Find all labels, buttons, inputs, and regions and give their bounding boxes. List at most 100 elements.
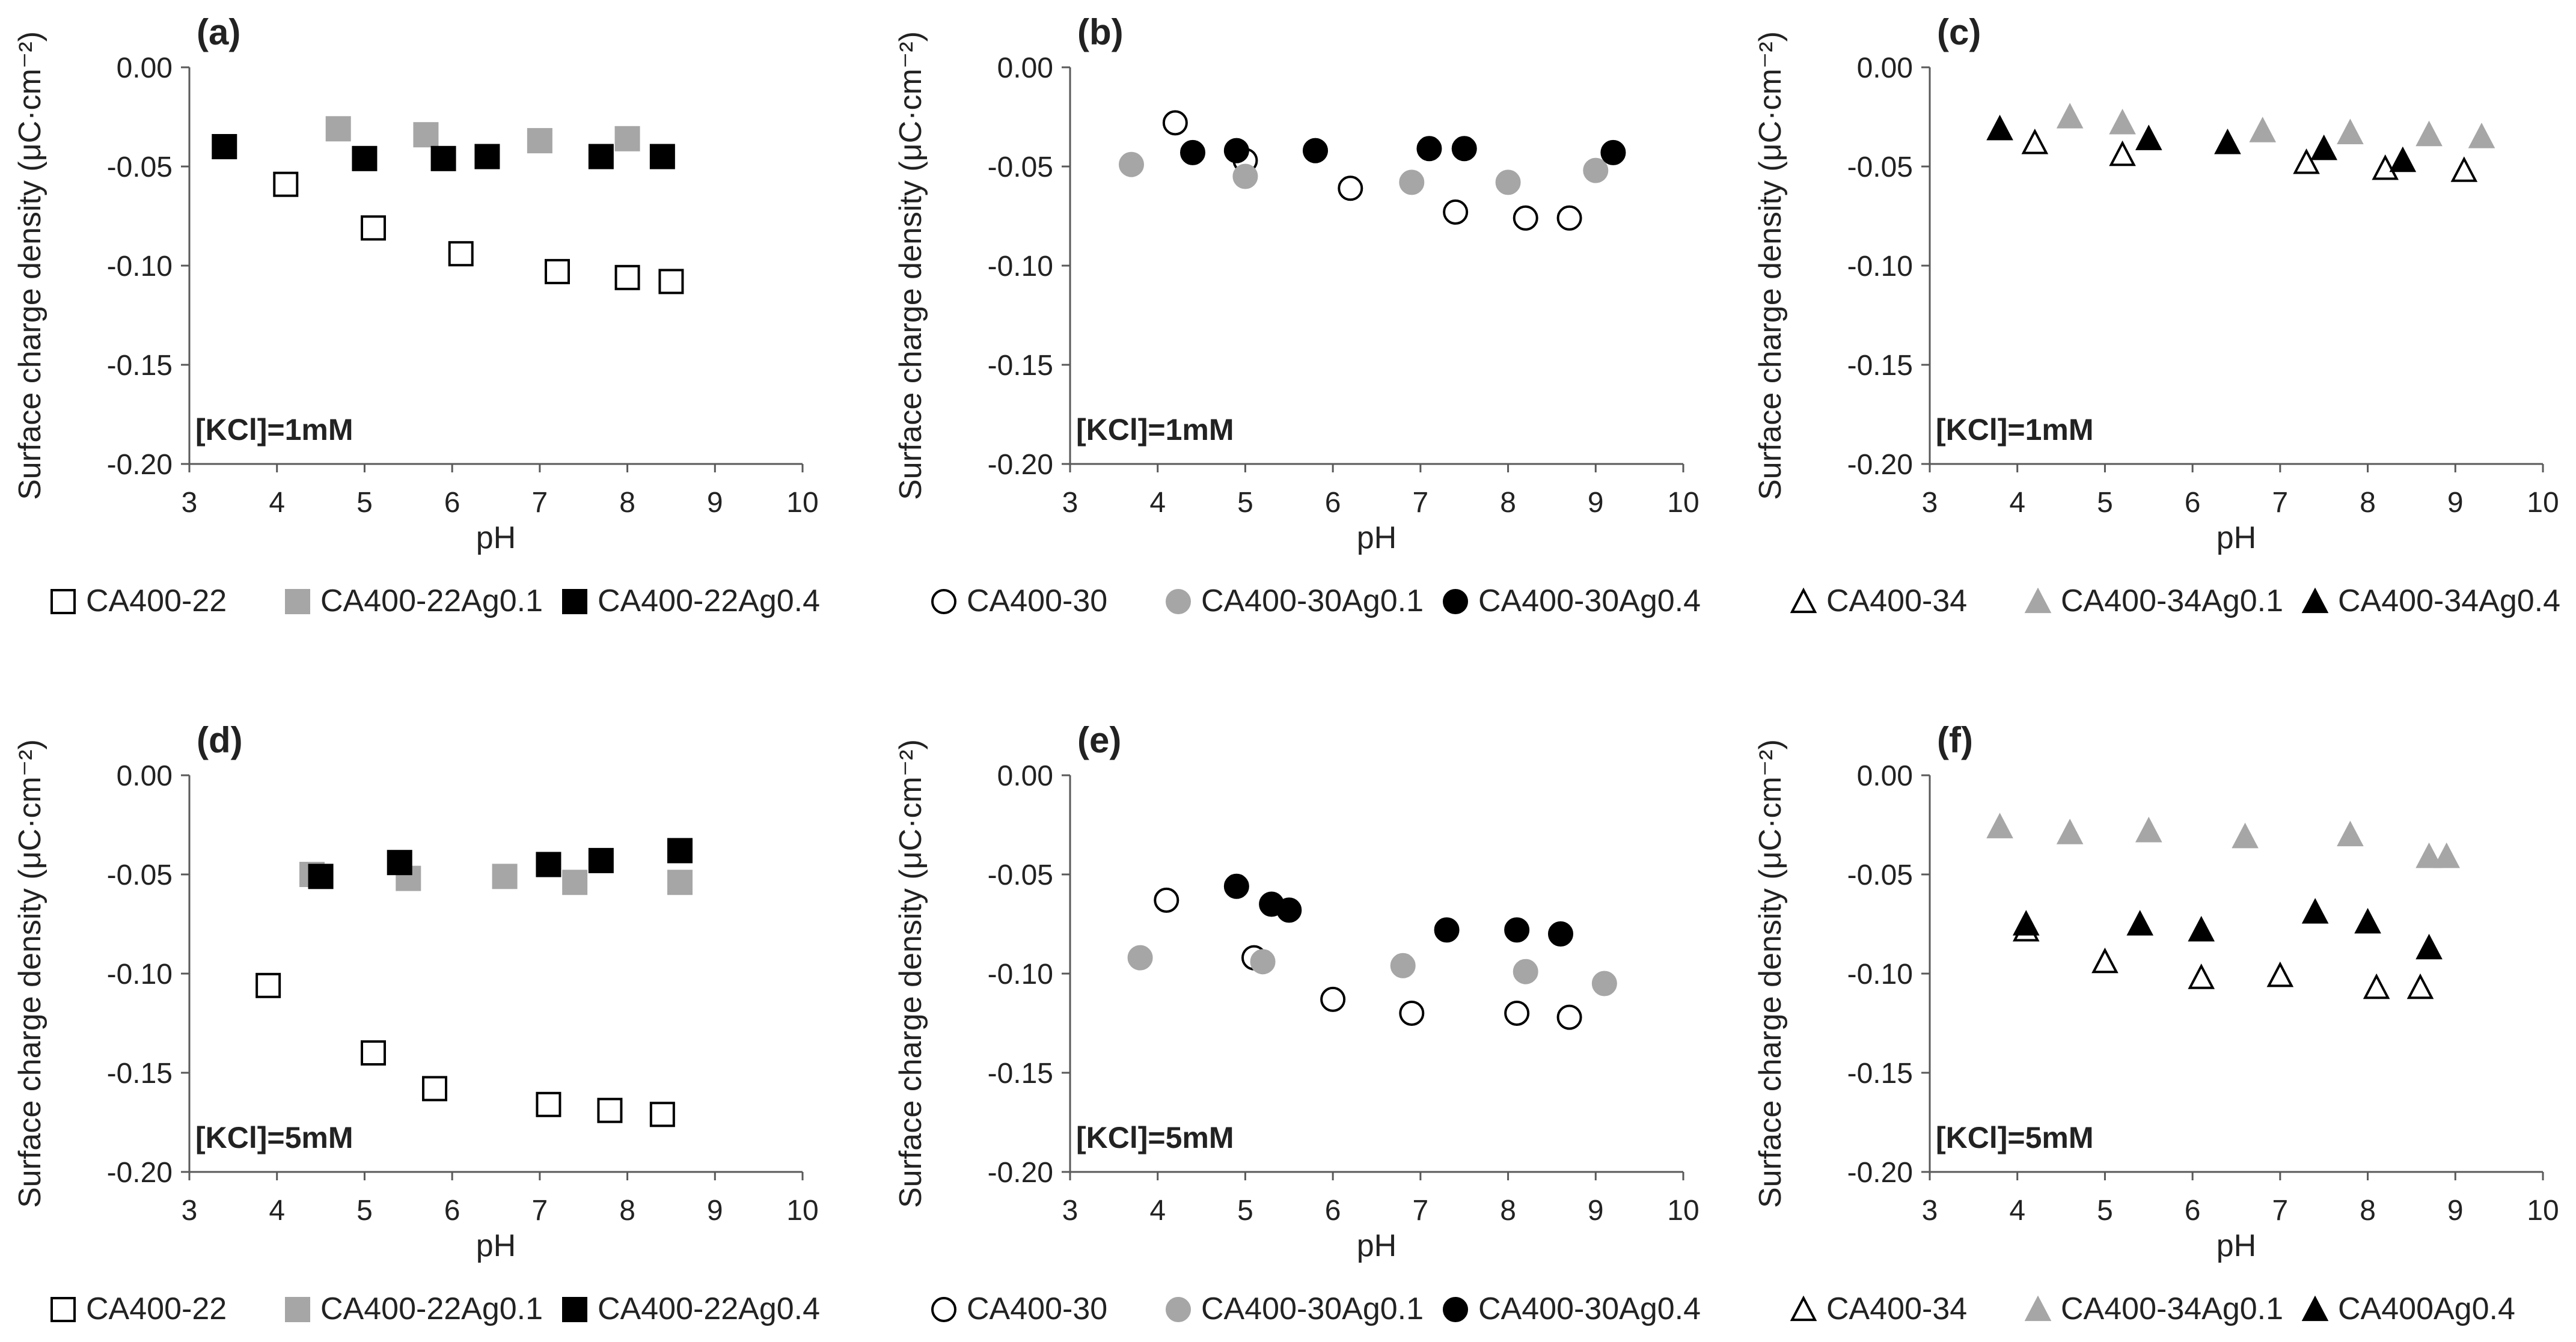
y-tick-label: -0.05 (1847, 859, 1913, 891)
x-tick-label: 8 (1500, 1195, 1516, 1227)
y-axis-label: Surface charge density (μC·cm⁻²) (893, 739, 928, 1208)
y-tick-label: -0.20 (988, 449, 1053, 481)
kcl-annotation: [KCl]=1mM (1076, 413, 1234, 447)
x-axis-label: pH (2217, 520, 2256, 555)
legend-label: CA400-30 (967, 584, 1107, 618)
y-tick-label: -0.05 (107, 859, 173, 891)
data-point (2433, 842, 2461, 868)
x-tick-label: 8 (619, 1195, 635, 1227)
x-tick-label: 3 (182, 487, 198, 519)
chart-panel: 0.00 -0.05 -0.10 -0.15 -0.20 3 4 5 6 7 8 9 10 pH Surfa… (893, 12, 1701, 618)
data-point (1495, 169, 1521, 195)
y-tick-label: -0.10 (1847, 251, 1913, 282)
x-axis-label: pH (476, 520, 516, 555)
data-point (1119, 151, 1144, 177)
legend-label: CA400-22 (86, 584, 227, 618)
panel-label: (f) (1937, 720, 1973, 760)
x-tick-label: 4 (2009, 1195, 2025, 1227)
y-tick-label: -0.10 (107, 251, 173, 282)
data-point (1513, 959, 1538, 984)
data-point (2337, 118, 2364, 144)
y-tick-label: 0.00 (1857, 52, 1913, 84)
x-axis-label: pH (1357, 520, 1397, 555)
x-tick-label: 9 (1588, 1195, 1604, 1227)
legend-label: CA400-30Ag0.1 (1201, 584, 1424, 618)
legend-label: CA400-22Ag0.4 (598, 1292, 820, 1326)
data-point (492, 864, 518, 889)
data-point (1986, 114, 2013, 141)
x-tick-label: 8 (2360, 487, 2376, 519)
x-tick-label: 9 (2447, 487, 2464, 519)
data-point (413, 122, 439, 148)
data-point (1556, 1004, 1582, 1030)
data-point (2126, 910, 2154, 936)
legend-marker (1443, 1297, 1468, 1322)
data-point (1986, 813, 2013, 838)
data-point (1600, 139, 1626, 165)
x-tick-label: 9 (1588, 487, 1604, 519)
data-point (1276, 897, 1302, 923)
data-point (2188, 915, 2215, 942)
data-point (1127, 945, 1153, 971)
data-point (2109, 140, 2136, 166)
data-point (212, 134, 237, 159)
legend-label: CA400-22Ag0.4 (598, 584, 820, 618)
data-point (649, 144, 675, 169)
legend-label: CA400-34Ag0.4 (2338, 584, 2560, 618)
data-point (614, 264, 640, 290)
y-tick-label: -0.15 (1847, 350, 1913, 382)
legend-marker (562, 1297, 587, 1322)
legend-marker (931, 1297, 956, 1322)
data-point (474, 144, 500, 169)
data-point (2337, 820, 2364, 847)
data-point (2109, 108, 2136, 135)
x-tick-label: 10 (786, 1195, 818, 1227)
y-tick-label: -0.20 (988, 1157, 1053, 1189)
data-point (597, 1097, 623, 1123)
x-tick-label: 7 (532, 1195, 548, 1227)
data-point (273, 171, 299, 197)
data-point (1416, 136, 1442, 162)
data-point (1180, 139, 1205, 165)
x-tick-label: 7 (2272, 1195, 2289, 1227)
legend-marker (285, 1297, 310, 1322)
data-point (422, 1076, 447, 1102)
data-point (2406, 973, 2434, 999)
data-point (2415, 933, 2443, 960)
legend-label: CA400-30Ag0.4 (1478, 1292, 1701, 1326)
data-point (1223, 873, 1249, 899)
x-tick-label: 7 (532, 487, 548, 519)
legend-marker (50, 1297, 76, 1322)
x-tick-label: 5 (356, 1195, 373, 1227)
x-tick-label: 9 (2447, 1195, 2464, 1227)
legend-label: CA400Ag0.4 (2338, 1292, 2515, 1326)
data-point (2056, 819, 2084, 844)
data-point (1223, 138, 1249, 163)
x-tick-label: 4 (269, 1195, 285, 1227)
data-point (1513, 205, 1538, 231)
y-tick-label: -0.20 (1847, 1157, 1913, 1189)
legend-marker (562, 589, 587, 614)
x-tick-label: 4 (269, 487, 285, 519)
data-point (649, 1102, 675, 1127)
x-tick-label: 9 (707, 1195, 723, 1227)
data-point (1548, 921, 1573, 947)
data-point (2214, 128, 2241, 154)
y-tick-label: -0.05 (107, 151, 173, 183)
y-tick-label: -0.15 (1847, 1058, 1913, 1090)
x-tick-label: 6 (444, 1195, 460, 1227)
legend-marker (931, 589, 956, 614)
data-point (2266, 961, 2294, 987)
x-tick-label: 5 (2097, 487, 2113, 519)
data-point (2301, 898, 2329, 924)
x-tick-label: 10 (1667, 487, 1699, 519)
data-point (658, 269, 684, 294)
x-tick-label: 3 (1922, 487, 1938, 519)
x-axis-label: pH (1357, 1228, 1397, 1263)
data-point (1320, 986, 1346, 1012)
legend-label: CA400-30 (967, 1292, 1107, 1326)
y-tick-label: -0.10 (988, 959, 1053, 990)
data-point (2450, 156, 2478, 182)
y-tick-label: -0.15 (988, 1058, 1053, 1090)
x-tick-label: 6 (444, 487, 460, 519)
